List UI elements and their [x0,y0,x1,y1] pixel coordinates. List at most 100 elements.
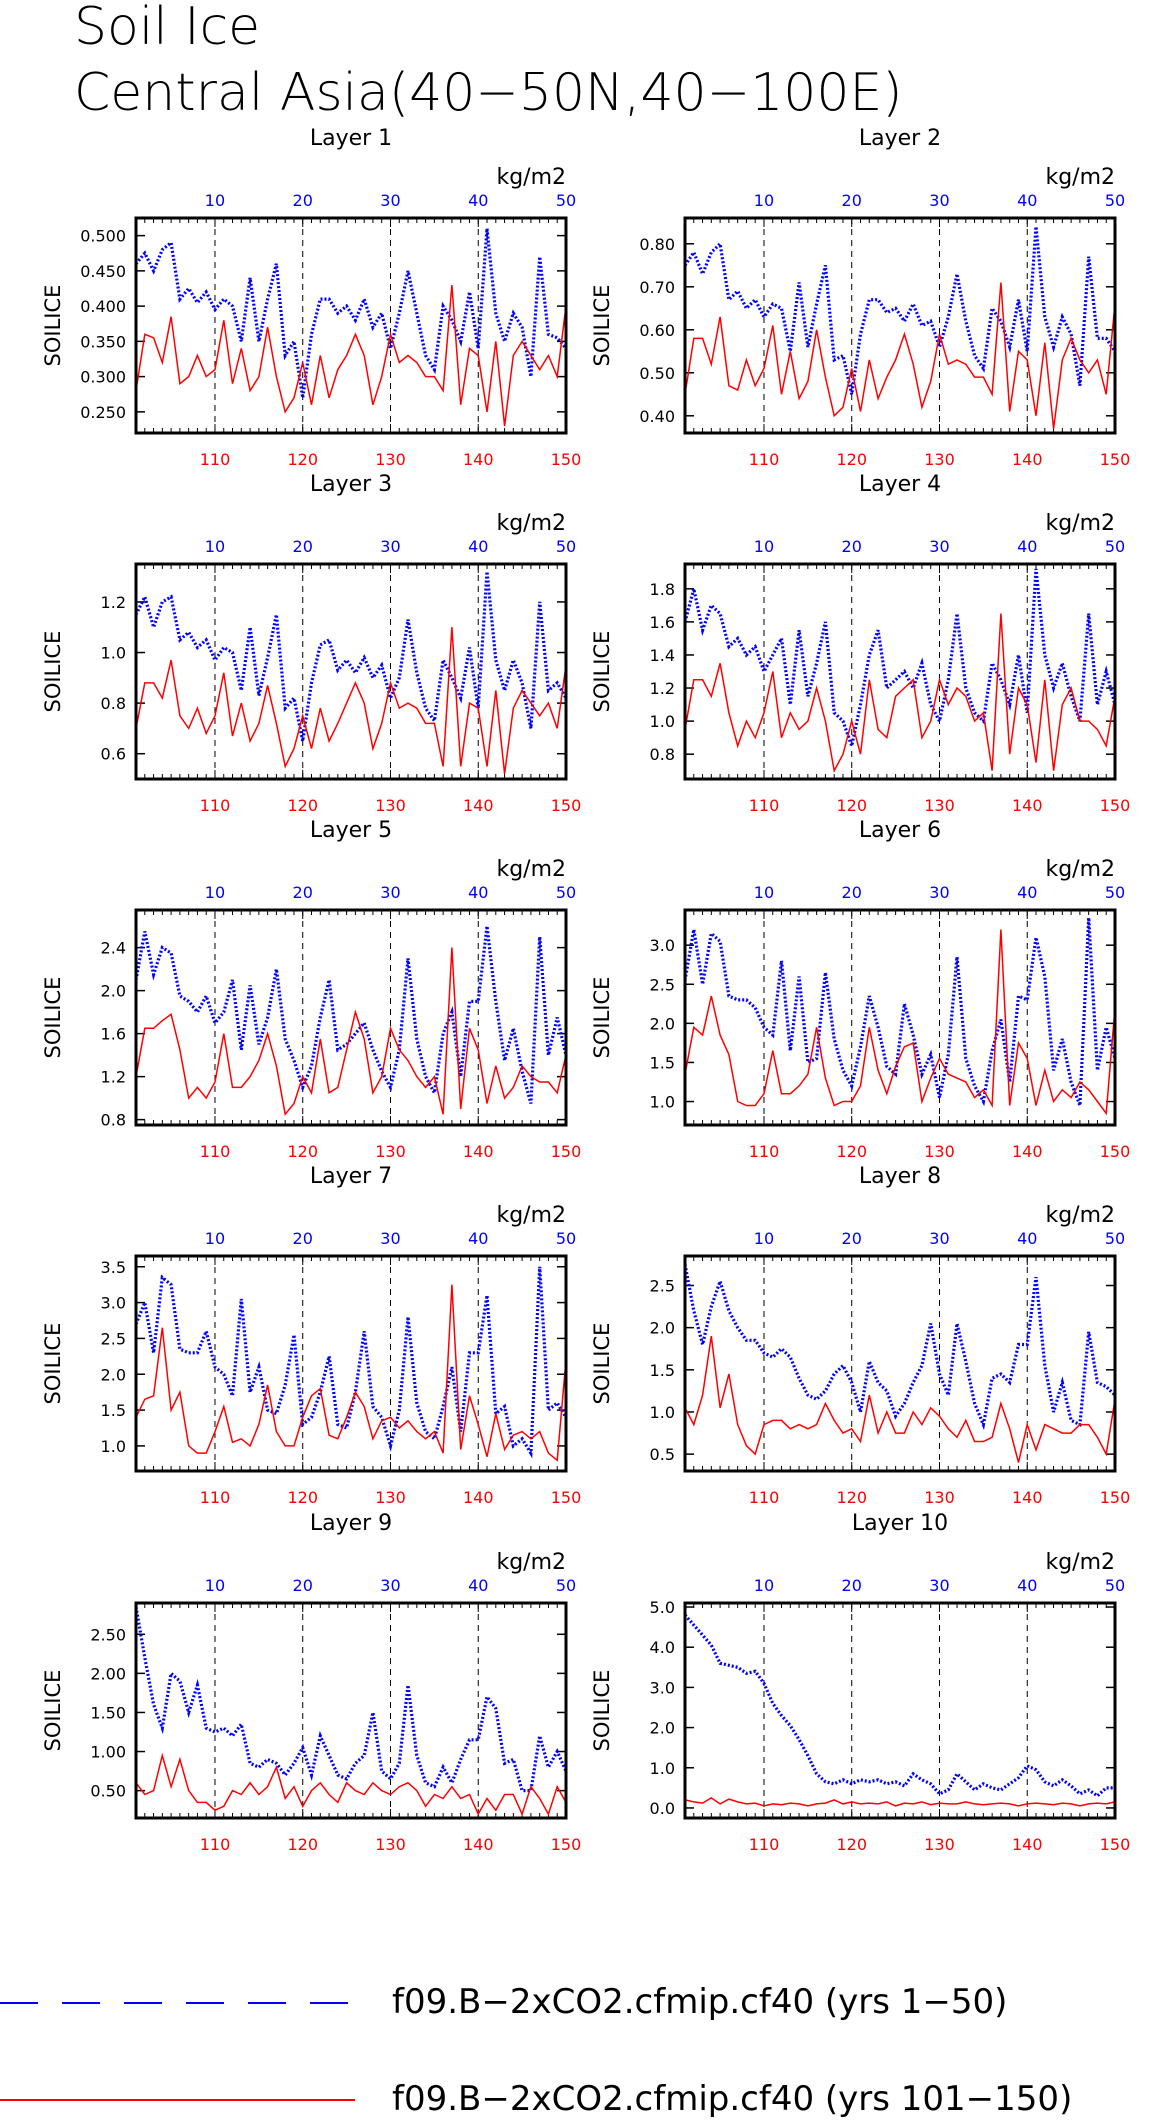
y-tick-label: 3.0 [101,1294,126,1313]
series-line-yrs-101-150 [684,1335,1116,1463]
y-tick-label: 1.2 [650,679,675,698]
x-bottom-tick-label: 120 [287,796,318,815]
y-tick-label: 0.450 [80,262,126,281]
x-top-tick-label: 20 [293,883,313,902]
x-bottom-tick-label: 150 [1100,450,1131,469]
y-tick-label: 2.0 [650,1719,675,1738]
series-line-yrs-101-150 [684,1797,1116,1807]
chart-panel-5: Layer 5 kg/m2 SOILICE 0.8 1.2 1.6 2.0 2.4 110 120… [41,818,581,1161]
y-tick-label: 0.50 [90,1782,126,1801]
y-tick-label: 1.6 [650,613,675,632]
x-bottom-tick-label: 110 [200,1835,231,1854]
y-tick-label: 0.70 [639,278,675,297]
x-top-tick-label: 30 [380,1229,400,1248]
y-tick-label: 3.0 [650,936,675,955]
x-top-tick-label: 30 [929,191,949,210]
x-top-tick-label: 40 [468,1576,488,1595]
series-line-yrs-101-150 [684,929,1116,1116]
y-tick-label: 1.0 [101,1437,126,1456]
x-bottom-tick-label: 140 [1012,1142,1043,1161]
panel-title: Layer 6 [859,818,941,843]
x-bottom-tick-label: 120 [287,1142,318,1161]
y-axis-label: SOILICE [41,631,65,713]
panel-title: Layer 7 [310,1164,392,1189]
y-tick-label: 2.50 [90,1625,126,1644]
x-bottom-tick-label: 120 [836,1142,867,1161]
y-tick-label: 0.0 [650,1799,675,1818]
x-top-tick-label: 40 [468,191,488,210]
chart-panel-9: Layer 9 kg/m2 SOILICE 0.50 1.00 1.50 2.00 2.50 1… [41,1511,581,1854]
x-bottom-tick-label: 120 [287,1488,318,1507]
y-tick-label: 0.300 [80,368,126,387]
top-axis-unit: kg/m2 [496,857,566,882]
y-tick-label: 1.2 [101,1068,126,1087]
x-top-tick-label: 30 [929,537,949,556]
x-bottom-tick-label: 140 [1012,796,1043,815]
top-axis-unit: kg/m2 [1045,165,1115,190]
x-bottom-tick-label: 140 [1012,1488,1043,1507]
top-axis-unit: kg/m2 [496,1550,566,1575]
x-bottom-tick-label: 150 [551,450,582,469]
x-bottom-tick-label: 150 [551,1835,582,1854]
x-top-tick-label: 30 [929,1576,949,1595]
top-axis-unit: kg/m2 [1045,1550,1115,1575]
y-tick-label: 1.0 [650,1403,675,1422]
y-tick-label: 0.80 [639,235,675,254]
y-tick-label: 0.500 [80,227,126,246]
chart-panel-2: Layer 2 kg/m2 SOILICE 0.40 0.50 0.60 0.70 0.80 1… [590,126,1130,469]
x-top-tick-label: 50 [1105,1229,1125,1248]
y-tick-label: 0.50 [639,364,675,383]
y-tick-label: 1.6 [101,1025,126,1044]
x-bottom-tick-label: 130 [924,1488,955,1507]
plot-frame [683,1601,1117,1820]
y-tick-label: 3.0 [650,1678,675,1697]
plot-frame [134,1601,568,1820]
series-line-yrs-101-150 [684,613,1116,773]
top-axis-unit: kg/m2 [496,511,566,536]
series-line-yrs-1-50 [683,568,1117,752]
y-tick-label: 1.5 [101,1401,126,1420]
x-top-tick-label: 20 [293,537,313,556]
plot-frame [134,562,568,781]
y-tick-label: 0.8 [101,1111,126,1130]
x-top-tick-label: 30 [380,537,400,556]
y-tick-label: 2.00 [90,1664,126,1683]
x-bottom-tick-label: 130 [924,450,955,469]
x-bottom-tick-label: 130 [375,450,406,469]
x-top-tick-label: 40 [468,1229,488,1248]
y-tick-label: 1.4 [650,646,675,665]
x-top-tick-label: 20 [842,1229,862,1248]
x-top-tick-label: 50 [556,191,576,210]
x-top-tick-label: 10 [205,191,225,210]
x-top-tick-label: 20 [842,537,862,556]
series-line-yrs-101-150 [135,284,567,427]
y-axis-label: SOILICE [590,1323,614,1405]
x-top-tick-label: 40 [1017,1576,1037,1595]
x-bottom-tick-label: 140 [463,1142,494,1161]
x-top-tick-label: 10 [205,883,225,902]
x-top-tick-label: 20 [293,1576,313,1595]
y-tick-label: 1.5 [650,1361,675,1380]
top-axis-unit: kg/m2 [1045,857,1115,882]
series-line-yrs-1-50 [134,1606,568,1793]
chart-panel-8: Layer 8 kg/m2 SOILICE 0.5 1.0 1.5 2.0 2.5 110 120… [590,1164,1130,1507]
top-axis-unit: kg/m2 [1045,511,1115,536]
y-tick-label: 4.0 [650,1638,675,1657]
top-axis-unit: kg/m2 [496,1203,566,1228]
y-tick-label: 1.0 [650,1093,675,1112]
x-bottom-tick-label: 110 [200,1142,231,1161]
plot-frame [134,216,568,435]
x-top-tick-label: 10 [754,883,774,902]
x-bottom-tick-label: 140 [463,450,494,469]
legend-label-blue: f09.B−2xCO2.cfmip.cf40 (yrs 1−50) [392,1982,1007,2022]
y-tick-label: 0.40 [639,407,675,426]
x-top-tick-label: 50 [1105,537,1125,556]
y-axis-label: SOILICE [41,1323,65,1405]
x-top-tick-label: 30 [380,883,400,902]
x-bottom-tick-label: 150 [551,1142,582,1161]
x-bottom-tick-label: 150 [1100,1488,1131,1507]
y-tick-label: 0.6 [101,745,126,764]
x-top-tick-label: 50 [556,1576,576,1595]
x-bottom-tick-label: 130 [924,1835,955,1854]
x-bottom-tick-label: 150 [1100,796,1131,815]
